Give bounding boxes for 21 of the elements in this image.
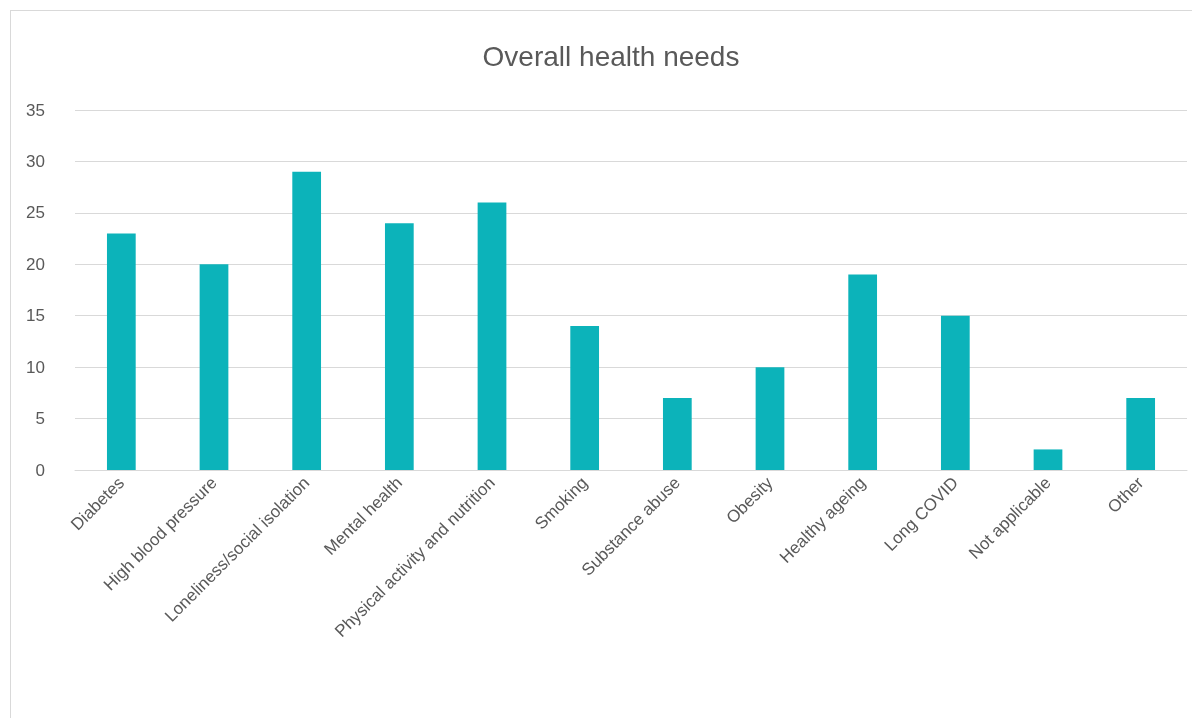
bar (106, 233, 136, 470)
bar (940, 315, 970, 470)
bar (570, 326, 600, 470)
y-tick-label: 30 (26, 151, 45, 171)
y-tick-label: 20 (26, 254, 45, 274)
bar (477, 202, 507, 470)
y-tick-label: 35 (26, 100, 45, 120)
bar (662, 398, 692, 470)
y-tick-label: 0 (35, 460, 45, 480)
bar (755, 367, 785, 470)
bar (384, 223, 414, 470)
y-tick-label: 25 (26, 203, 45, 223)
bar (1033, 449, 1063, 470)
y-tick-label: 15 (26, 306, 45, 326)
chart-title: Overall health needs (482, 40, 740, 72)
bar (848, 274, 878, 470)
y-tick-label: 10 (26, 357, 45, 377)
bar (199, 264, 229, 470)
y-tick-label: 5 (35, 409, 45, 429)
bar (292, 171, 322, 470)
bar (1126, 398, 1156, 470)
